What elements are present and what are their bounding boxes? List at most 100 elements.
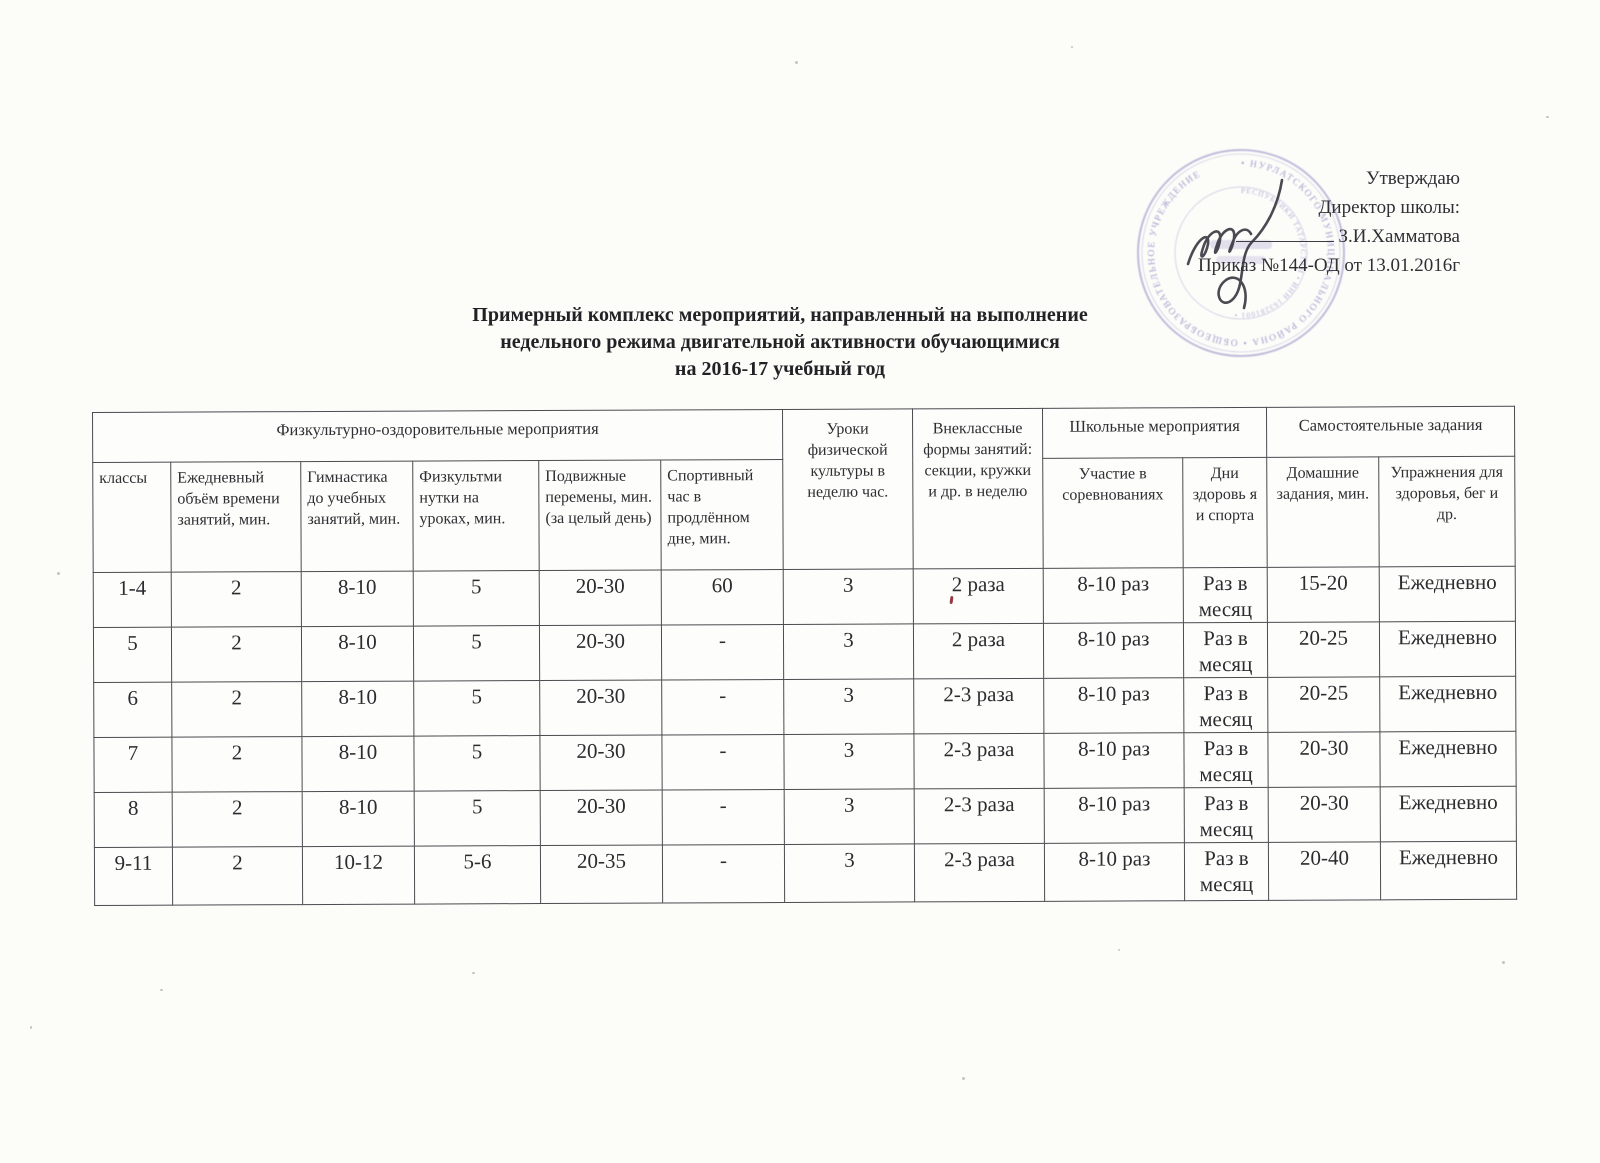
col-header-daily-volume: Ежедневный объём времени занятий, мин. <box>170 461 302 573</box>
table-cell: 3 <box>783 733 915 790</box>
scan-speck <box>962 1077 965 1080</box>
group-header-extracurricular: Внеклассные формы занятий: секции, кружк… <box>912 408 1044 569</box>
table-cell: 2 раза <box>913 623 1044 679</box>
table-cell: 3 <box>783 568 914 625</box>
table-cell: 2-3 раза <box>913 678 1044 734</box>
col-header-pe-minutes: Физкультми нутки на уроках, мин. <box>412 460 540 572</box>
col-header-classes: классы <box>92 462 172 573</box>
table-cell: 2-3 раза <box>914 843 1045 902</box>
scan-speck <box>472 972 475 974</box>
table-cell: 8-10 раз <box>1043 677 1184 734</box>
table-cell: - <box>661 734 785 791</box>
table-cell: 3 <box>783 678 914 735</box>
table-cell: 2-3 раза <box>913 733 1045 789</box>
table-cell: 2 <box>171 681 302 738</box>
approval-signature-line: З.И.Хамматова <box>1198 222 1460 251</box>
approval-order-number: Приказ №144-ОД от 13.01.2016г <box>1197 255 1460 276</box>
table-cell: - <box>661 679 784 736</box>
table-cell: 3 <box>784 843 915 903</box>
table-cell: 20-30 <box>539 735 663 791</box>
col-header-gymnastics: Гимнастика до учебных занятий, мин. <box>300 461 414 572</box>
signature-line <box>1235 227 1334 242</box>
document-title: Примерный комплекс мероприятий, направле… <box>390 302 1170 383</box>
table-row-grades-9-11: 9-11 2 10-12 5-6 20-35 - 3 2-3 раза 8-10… <box>94 841 1517 906</box>
table-cell: 9-11 <box>94 847 173 906</box>
table-cell: 20-30 <box>540 790 663 846</box>
table-row-grades-1-4: 1-4 2 8-10 5 20-30 60 3 2 раза 8-10 раз … <box>93 566 1516 628</box>
title-line-3: на 2016-17 учебный год <box>674 358 886 380</box>
table-cell: Раз в месяц <box>1183 677 1268 733</box>
table-cell: 8-10 раз <box>1044 787 1185 844</box>
table-cell: 20-30 <box>539 625 662 681</box>
director-name: З.И.Хамматова <box>1338 226 1460 247</box>
table-cell: 20-30 <box>539 570 662 626</box>
table-cell: - <box>662 789 785 846</box>
col-header-sport-hour: Спортивный час в продлённом дне, мин. <box>660 459 784 571</box>
table-cell: Раз в месяц <box>1183 567 1268 623</box>
table-cell: Ежедневно <box>1379 676 1516 732</box>
table-cell: 20-30 <box>1268 786 1381 843</box>
table-cell: 2 раза <box>913 568 1044 624</box>
scan-speck <box>795 61 798 64</box>
group-header-school-events: Школьные мероприятия <box>1042 407 1267 459</box>
table-cell: 8 <box>94 792 173 848</box>
table-cell: - <box>662 844 785 904</box>
table-row-grade-6: 6 2 8-10 5 20-30 - 3 2-3 раза 8-10 раз Р… <box>93 676 1516 738</box>
table-cell: 10-12 <box>302 846 415 905</box>
title-line-2: недельного режима двигательной активност… <box>500 331 1060 353</box>
table-cell: Раз в месяц <box>1184 787 1269 843</box>
table-cell: 3 <box>783 623 914 680</box>
scan-speck <box>160 989 163 991</box>
col-header-homework: Домашние задания, мин. <box>1266 456 1380 568</box>
approval-approve-word: Утверждаю <box>1366 168 1460 189</box>
col-header-exercises: Упражнения для здоровья, бег и др. <box>1378 456 1516 567</box>
table-cell: 2-3 раза <box>914 788 1045 844</box>
scan-speck <box>1502 961 1505 964</box>
table-cell: 8-10 <box>301 626 414 682</box>
group-header-fizkult: Физкультурно-оздоровительные мероприятия <box>92 409 783 463</box>
table-cell: 20-40 <box>1268 841 1381 901</box>
table-cell: 8-10 раз <box>1043 567 1184 624</box>
table-cell: 5 <box>93 627 172 683</box>
table-cell: 8-10 <box>302 791 415 847</box>
table-cell: 8-10 раз <box>1044 842 1185 902</box>
table-cell: Ежедневно <box>1380 841 1517 900</box>
group-header-independent: Самостоятельные задания <box>1266 406 1515 458</box>
scan-speck <box>57 572 60 575</box>
table-cell: 2 <box>171 571 302 628</box>
table-row-grade-8: 8 2 8-10 5 20-30 - 3 2-3 раза 8-10 раз Р… <box>94 786 1517 848</box>
table-cell: 20-30 <box>1267 731 1381 788</box>
table-cell: 8-10 раз <box>1043 732 1185 789</box>
table-cell: 20-25 <box>1267 621 1380 678</box>
table-cell: 8-10 <box>301 681 414 737</box>
table-cell: 20-30 <box>539 680 662 736</box>
table-cell: 5 <box>413 570 540 627</box>
scan-speck <box>30 1026 32 1029</box>
table-cell: Раз в месяц <box>1183 732 1269 788</box>
table-cell: 20-35 <box>540 845 663 904</box>
col-header-active-breaks: Подвижные перемены, мин. (за целый день) <box>538 460 662 571</box>
table-row-grade-7: 7 2 8-10 5 20-30 - 3 2-3 раза 8-10 раз Р… <box>93 731 1517 793</box>
table-cell: 8-10 раз <box>1043 622 1184 679</box>
group-header-pe-lessons: Уроки физической культуры в неделю час. <box>782 408 914 570</box>
table-cell: 5-6 <box>414 845 541 905</box>
table-cell: 2 <box>171 626 302 683</box>
table-row-grade-5: 5 2 8-10 5 20-30 - 3 2 раза 8-10 раз Раз… <box>93 621 1516 683</box>
title-line-1: Примерный комплекс мероприятий, направле… <box>472 304 1088 326</box>
table-cell: Ежедневно <box>1379 566 1516 622</box>
activity-schedule-table: Физкультурно-оздоровительные мероприятия… <box>92 405 1518 906</box>
col-header-competitions: Участие в соревнованиях <box>1042 457 1184 569</box>
table-cell: 5 <box>413 680 540 737</box>
table-cell: Ежедневно <box>1379 621 1516 677</box>
table-cell: 15-20 <box>1267 566 1380 623</box>
table-cell: Раз в месяц <box>1183 622 1268 678</box>
table-cell: 8-10 <box>301 571 414 627</box>
table-cell: 20-25 <box>1267 676 1380 733</box>
table-cell: 3 <box>784 788 915 845</box>
table-cell: 5 <box>413 735 541 792</box>
table-cell: 5 <box>414 790 541 847</box>
header-row-groups: Физкультурно-оздоровительные мероприятия… <box>92 406 1515 570</box>
scan-speck <box>1118 949 1120 951</box>
scan-speck <box>1071 46 1073 48</box>
table-cell: Раз в месяц <box>1184 842 1269 901</box>
